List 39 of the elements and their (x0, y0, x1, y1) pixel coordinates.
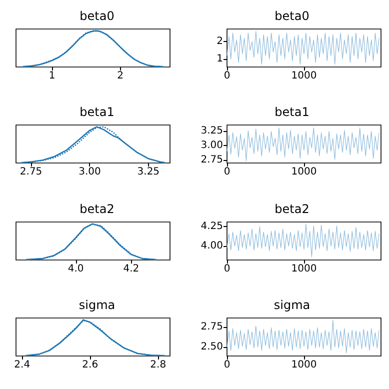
chart-title: beta2 (274, 202, 310, 216)
y-tick-label: 4.25 (200, 221, 223, 232)
chart-title: sigma (274, 298, 310, 312)
x-tick-label: 2 (117, 70, 124, 82)
x-tick-label: 4.0 (68, 264, 84, 274)
y-tick-label: 2.75 (200, 321, 223, 332)
x-tick-label: 0 (224, 166, 230, 178)
chart-title: beta2 (80, 202, 114, 216)
y-tick-label: 4.00 (200, 240, 223, 252)
x-tick-label: 2.75 (20, 166, 42, 178)
chart-title: beta1 (80, 105, 114, 119)
x-tick-label: 2.6 (82, 360, 98, 370)
chart-title: beta0 (80, 9, 114, 23)
y-tick-label: 2.75 (200, 154, 223, 166)
chart-title: beta1 (274, 105, 310, 119)
x-tick-label: 2.4 (14, 360, 30, 370)
x-tick-label: 0 (224, 70, 230, 82)
line-series (226, 30, 380, 65)
chart-title: sigma (78, 298, 116, 312)
x-tick-label: 3.00 (78, 166, 101, 178)
x-tick-label: 4.2 (123, 264, 140, 274)
y-tick-label: 3.00 (200, 140, 223, 151)
x-tick-label: 1000 (291, 70, 317, 82)
x-tick-label: 3.25 (137, 166, 160, 178)
line-series (226, 224, 380, 258)
x-tick-label: 0 (224, 360, 230, 370)
line-series (226, 128, 380, 161)
x-tick-label: 1 (48, 70, 56, 82)
x-tick-label: 1000 (291, 166, 317, 178)
x-tick-label: 2.8 (150, 360, 166, 370)
chart-title: beta0 (274, 9, 310, 23)
x-tick-label: 1000 (291, 264, 317, 274)
x-tick-label: 1000 (291, 360, 317, 370)
y-tick-label: 2.50 (200, 342, 223, 353)
y-tick-label: 2 (216, 36, 223, 48)
line-series (226, 320, 380, 354)
y-tick-label: 1 (216, 54, 223, 65)
y-tick-label: 3.25 (200, 125, 223, 136)
x-tick-label: 0 (224, 264, 230, 274)
